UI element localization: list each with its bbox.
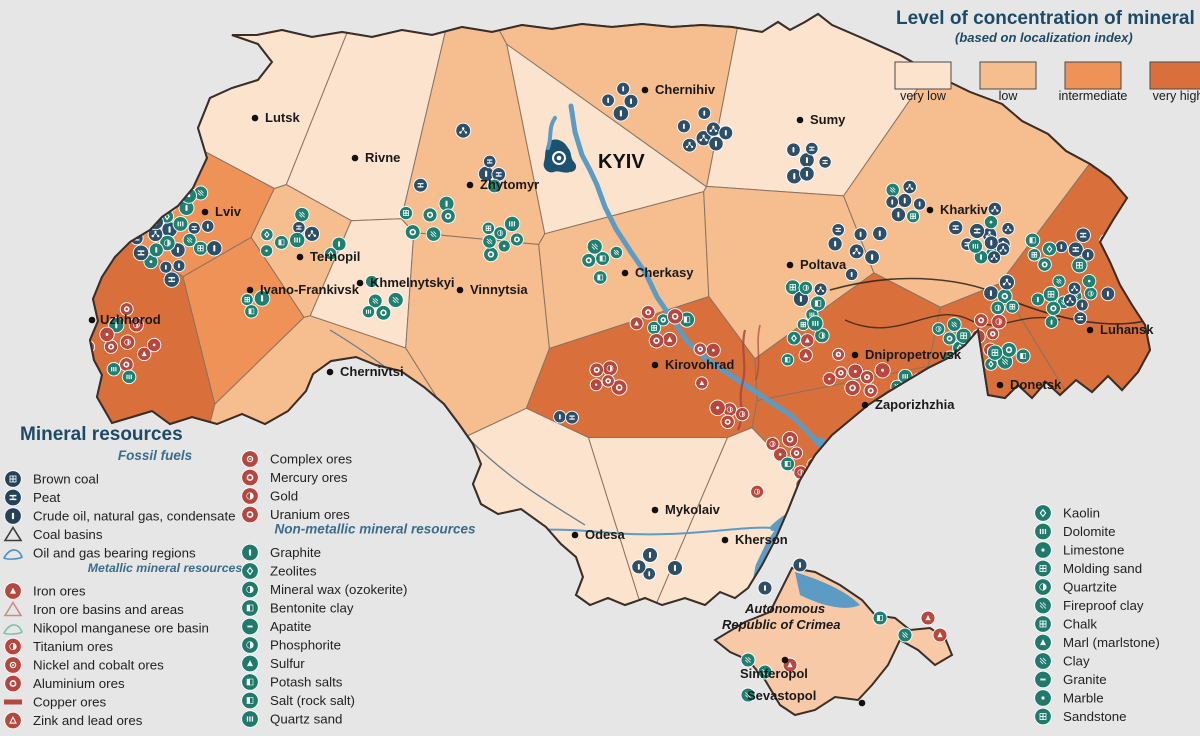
svg-text:Lutsk: Lutsk xyxy=(265,110,300,125)
svg-text:Gold: Gold xyxy=(270,489,298,504)
svg-text:Luhansk: Luhansk xyxy=(1100,322,1154,337)
svg-text:Molding sand: Molding sand xyxy=(1063,561,1142,576)
svg-text:Chalk: Chalk xyxy=(1063,617,1097,632)
svg-text:Poltava: Poltava xyxy=(800,257,847,272)
svg-text:KYIV: KYIV xyxy=(598,151,645,173)
svg-text:Zhytomyr: Zhytomyr xyxy=(480,177,539,192)
svg-text:Nickel and cobalt ores: Nickel and cobalt ores xyxy=(33,658,164,673)
svg-text:Vinnytsia: Vinnytsia xyxy=(470,282,528,297)
svg-text:Iron ores: Iron ores xyxy=(33,584,86,599)
svg-text:Titanium ores: Titanium ores xyxy=(33,639,113,654)
svg-text:very low: very low xyxy=(900,89,947,103)
svg-text:Nikopol manganese ore basin: Nikopol manganese ore basin xyxy=(33,621,209,636)
svg-text:Phosphorite: Phosphorite xyxy=(270,638,341,653)
svg-text:Odesa: Odesa xyxy=(585,527,626,542)
svg-text:Uzhhorod: Uzhhorod xyxy=(100,312,161,327)
svg-text:Aluminium ores: Aluminium ores xyxy=(33,676,125,691)
svg-text:Khmelnytskyi: Khmelnytskyi xyxy=(370,275,455,290)
svg-text:Chernivtsi: Chernivtsi xyxy=(340,364,404,379)
svg-text:Quartzite: Quartzite xyxy=(1063,580,1117,595)
svg-text:Quartz sand: Quartz sand xyxy=(270,712,342,727)
svg-text:Granite: Granite xyxy=(1063,672,1107,687)
svg-text:Metallic mineral resources: Metallic mineral resources xyxy=(88,561,243,575)
svg-text:Marble: Marble xyxy=(1063,691,1104,706)
svg-text:Dnipropetrovsk: Dnipropetrovsk xyxy=(865,347,962,362)
svg-text:Peat: Peat xyxy=(33,490,61,505)
svg-text:Zink and lead ores: Zink and lead ores xyxy=(33,713,143,728)
svg-text:Bentonite clay: Bentonite clay xyxy=(270,601,354,616)
svg-text:very high: very high xyxy=(1153,89,1200,103)
svg-text:Level of concentration of mine: Level of concentration of mineral resour… xyxy=(896,8,1200,29)
svg-text:Autonomous: Autonomous xyxy=(744,601,825,616)
svg-text:Crude oil, natural gas, conden: Crude oil, natural gas, condensate xyxy=(33,509,236,524)
svg-text:Sevastopol: Sevastopol xyxy=(747,688,816,703)
svg-text:Chernihiv: Chernihiv xyxy=(655,82,716,97)
svg-text:Kharkiv: Kharkiv xyxy=(940,202,988,217)
svg-text:Coal basins: Coal basins xyxy=(33,527,103,542)
svg-text:Sumy: Sumy xyxy=(810,112,846,127)
svg-text:Graphite: Graphite xyxy=(270,545,321,560)
svg-text:Kirovohrad: Kirovohrad xyxy=(665,357,734,372)
svg-text:Mykolaiv: Mykolaiv xyxy=(665,502,721,517)
svg-text:intermediate: intermediate xyxy=(1059,89,1128,103)
svg-text:Marl (marlstone): Marl (marlstone) xyxy=(1063,635,1160,650)
svg-text:low: low xyxy=(999,89,1019,103)
svg-text:Apatite: Apatite xyxy=(270,619,311,634)
svg-text:Sulfur: Sulfur xyxy=(270,656,305,671)
svg-text:Oil and gas bearing regions: Oil and gas bearing regions xyxy=(33,546,196,561)
svg-text:Mercury ores: Mercury ores xyxy=(270,470,348,485)
svg-text:Zaporizhzhia: Zaporizhzhia xyxy=(875,397,955,412)
svg-text:(based on localization index): (based on localization index) xyxy=(955,30,1133,45)
svg-text:Simferopol: Simferopol xyxy=(740,666,808,681)
svg-text:Lviv: Lviv xyxy=(215,204,242,219)
svg-text:Zeolites: Zeolites xyxy=(270,564,317,579)
svg-text:Kaolin: Kaolin xyxy=(1063,506,1100,521)
svg-text:Dolomite: Dolomite xyxy=(1063,524,1115,539)
svg-text:Donetsk: Donetsk xyxy=(1010,377,1062,392)
svg-text:Ternopil: Ternopil xyxy=(310,249,360,264)
svg-text:Salt (rock salt): Salt (rock salt) xyxy=(270,693,355,708)
svg-text:Fireproof clay: Fireproof clay xyxy=(1063,598,1144,613)
svg-text:Brown coal: Brown coal xyxy=(33,472,99,487)
svg-text:Republic of Crimea: Republic of Crimea xyxy=(722,617,840,632)
svg-text:Mineral wax (ozokerite): Mineral wax (ozokerite) xyxy=(270,582,407,597)
svg-text:Clay: Clay xyxy=(1063,654,1090,669)
svg-text:Non-metallic mineral resources: Non-metallic mineral resources xyxy=(274,522,476,537)
svg-text:Copper ores: Copper ores xyxy=(33,695,107,710)
svg-text:Rivne: Rivne xyxy=(365,150,400,165)
svg-text:Cherkasy: Cherkasy xyxy=(635,265,694,280)
svg-text:Limestone: Limestone xyxy=(1063,543,1124,558)
svg-text:Fossil fuels: Fossil fuels xyxy=(118,448,193,463)
svg-text:Mineral resources: Mineral resources xyxy=(20,424,183,445)
svg-text:Complex ores: Complex ores xyxy=(270,452,352,467)
svg-text:Ivano-Frankivsk: Ivano-Frankivsk xyxy=(260,282,360,297)
svg-text:Uranium ores: Uranium ores xyxy=(270,507,350,522)
svg-text:Potash salts: Potash salts xyxy=(270,675,343,690)
svg-text:Kherson: Kherson xyxy=(735,532,788,547)
svg-text:Sandstone: Sandstone xyxy=(1063,709,1127,724)
svg-text:Iron ore basins and areas: Iron ore basins and areas xyxy=(33,602,184,617)
